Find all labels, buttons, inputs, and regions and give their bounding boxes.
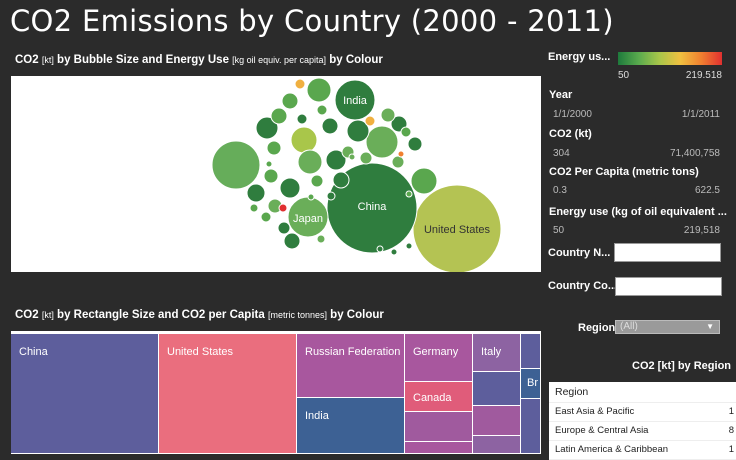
bubble[interactable] — [249, 203, 259, 213]
bubble[interactable] — [290, 126, 318, 154]
bubble[interactable] — [246, 183, 266, 203]
bubble[interactable] — [265, 160, 273, 168]
bubble[interactable] — [410, 167, 438, 195]
energy-color-legend — [618, 52, 722, 65]
bubble[interactable] — [270, 107, 288, 125]
year-filter-title: Year — [549, 89, 573, 101]
bubble[interactable] — [255, 116, 279, 140]
bubble-us[interactable] — [412, 184, 502, 272]
bubble[interactable] — [283, 232, 301, 250]
energy-use-filter-max[interactable]: 219,518 — [683, 225, 720, 236]
co2-per-capita-filter-title: CO2 Per Capita (metric tons) — [549, 166, 699, 178]
bubble[interactable] — [307, 193, 315, 201]
treemap-cell[interactable] — [521, 334, 541, 369]
bubble-label-japan: Japan — [293, 213, 323, 225]
bubble[interactable] — [359, 151, 373, 165]
bubble[interactable] — [260, 211, 272, 223]
bubble[interactable] — [365, 125, 399, 159]
bubble[interactable] — [400, 126, 412, 138]
co2-per-capita-filter-max[interactable]: 622.5 — [694, 185, 720, 196]
country-code-input[interactable] — [615, 277, 722, 296]
treemap-title: CO2 [kt] by Rectangle Size and CO2 per C… — [15, 309, 384, 321]
bubble[interactable] — [278, 203, 288, 213]
bubble[interactable] — [346, 119, 370, 143]
bubble-label-india: India — [343, 95, 368, 107]
bubble[interactable] — [326, 191, 336, 201]
energy-legend-min: 50 — [618, 70, 630, 81]
bubble-chart-title: CO2 [kt] by Bubble Size and Energy Use [… — [15, 54, 383, 66]
region-select[interactable]: (All) ▼ — [615, 320, 720, 334]
bubble[interactable] — [294, 78, 306, 90]
treemap-cell-china[interactable]: China — [11, 334, 159, 454]
bubble[interactable] — [364, 115, 376, 127]
treemap-cell[interactable] — [521, 399, 541, 454]
bubble[interactable] — [390, 248, 398, 256]
treemap-cell-italy[interactable]: Italy — [473, 334, 521, 372]
table-row[interactable]: Latin America & Caribbean 1 — [549, 441, 736, 460]
bubble[interactable] — [279, 177, 301, 199]
treemap-cell[interactable] — [473, 436, 521, 454]
bubble[interactable] — [332, 171, 350, 189]
bubble[interactable] — [297, 149, 323, 175]
bubble[interactable] — [325, 149, 347, 171]
treemap-cell[interactable] — [405, 442, 473, 454]
treemap-cell[interactable] — [473, 372, 521, 406]
region-filter-label: Region — [578, 322, 616, 334]
energy-use-filter-title: Energy use (kg of oil equivalent ... — [549, 206, 727, 218]
treemap-cell-germany[interactable]: Germany — [405, 334, 473, 382]
bubble[interactable] — [263, 168, 279, 184]
bubble-china[interactable] — [326, 162, 418, 254]
bubble[interactable] — [405, 190, 413, 198]
bubble[interactable] — [397, 150, 405, 158]
dashboard-title: CO2 Emissions by Country (2000 - 2011) — [10, 4, 614, 38]
bubble[interactable] — [376, 245, 384, 253]
treemap-cell-russia[interactable]: Russian Federation — [297, 334, 405, 398]
treemap-cell-br[interactable]: Br — [521, 369, 541, 399]
region-table-title: CO2 [kt] by Region — [632, 360, 732, 372]
country-name-input[interactable] — [614, 243, 721, 262]
co2-filter-max[interactable]: 71,400,758 — [669, 148, 720, 159]
region-select-value: (All) — [620, 321, 638, 332]
region-table[interactable]: Region East Asia & Pacific 1 Europe & Cen… — [549, 382, 736, 460]
bubble[interactable] — [380, 107, 396, 123]
energy-use-filter-min[interactable]: 50 — [553, 225, 565, 236]
bubble[interactable] — [316, 234, 326, 244]
year-filter-max[interactable]: 1/1/2011 — [681, 109, 720, 120]
chevron-down-icon: ▼ — [706, 322, 714, 331]
co2-filter-title: CO2 (kt) — [549, 128, 592, 140]
energy-legend-title: Energy us... — [548, 51, 611, 63]
bubble[interactable] — [405, 242, 413, 250]
bubble[interactable] — [348, 153, 356, 161]
bubble[interactable] — [296, 113, 308, 125]
treemap-cell-canada[interactable]: Canada — [405, 382, 473, 412]
treemap-cell-united-states[interactable]: United States — [159, 334, 297, 454]
bubble[interactable] — [321, 117, 339, 135]
bubble-chart-svg[interactable]: India China Japan United States — [11, 76, 541, 272]
table-row[interactable]: East Asia & Pacific 1 — [549, 403, 736, 422]
region-table-header: Region — [549, 382, 736, 403]
country-name-label: Country N... — [548, 247, 611, 259]
energy-legend-max: 219.518 — [685, 70, 722, 81]
co2-per-capita-filter-min[interactable]: 0.3 — [553, 185, 567, 196]
bubble[interactable] — [310, 174, 324, 188]
bubble[interactable] — [266, 140, 282, 156]
co2-filter-min[interactable]: 304 — [553, 148, 570, 159]
bubble[interactable] — [316, 104, 328, 116]
table-row[interactable]: Europe & Central Asia 8 — [549, 422, 736, 441]
bubble[interactable] — [306, 77, 332, 103]
bubble[interactable] — [391, 155, 405, 169]
bubble-label-china: China — [358, 201, 388, 213]
bubble-label-us: United States — [424, 224, 491, 236]
bubble-chart[interactable]: India China Japan United States — [11, 76, 541, 272]
bubble[interactable] — [277, 221, 291, 235]
country-code-label: Country Co... — [548, 280, 618, 292]
treemap-cell[interactable] — [405, 412, 473, 442]
year-filter-min[interactable]: 1/1/2000 — [553, 109, 592, 120]
bubble[interactable] — [407, 136, 423, 152]
treemap-cell[interactable] — [473, 406, 521, 436]
treemap-chart[interactable]: China United States Russian Federation I… — [11, 331, 541, 454]
bubble[interactable] — [281, 92, 299, 110]
bubble-left[interactable] — [211, 140, 261, 190]
treemap-cell-india[interactable]: India — [297, 398, 405, 454]
